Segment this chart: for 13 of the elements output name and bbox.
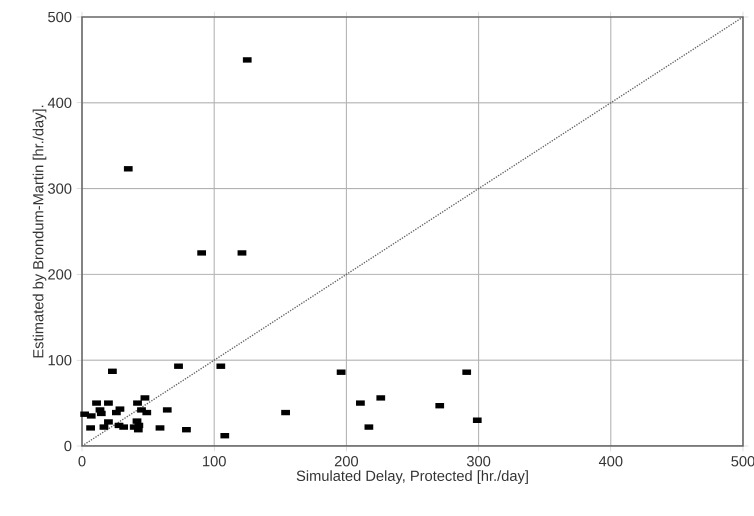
x-axis-title: Simulated Delay, Protected [hr./day]	[296, 470, 528, 484]
x-tick-label: 300	[466, 456, 490, 466]
y-tick-label: 200	[48, 269, 72, 280]
y-tick-label: 0	[64, 440, 72, 452]
x-tick-label: 0	[78, 456, 86, 466]
y-axis-title: Estimated by Brondum-Martin [hr./day].	[32, 106, 46, 358]
x-tick-label: 400	[598, 456, 622, 466]
y-tick-label: 400	[48, 98, 72, 108]
y-tick-label: 100	[48, 355, 72, 366]
x-tick-label: 200	[334, 456, 358, 466]
y-tick-label: 500	[48, 12, 72, 22]
x-tick-label: 100	[203, 456, 226, 466]
y-tick-label: 300	[48, 183, 72, 194]
